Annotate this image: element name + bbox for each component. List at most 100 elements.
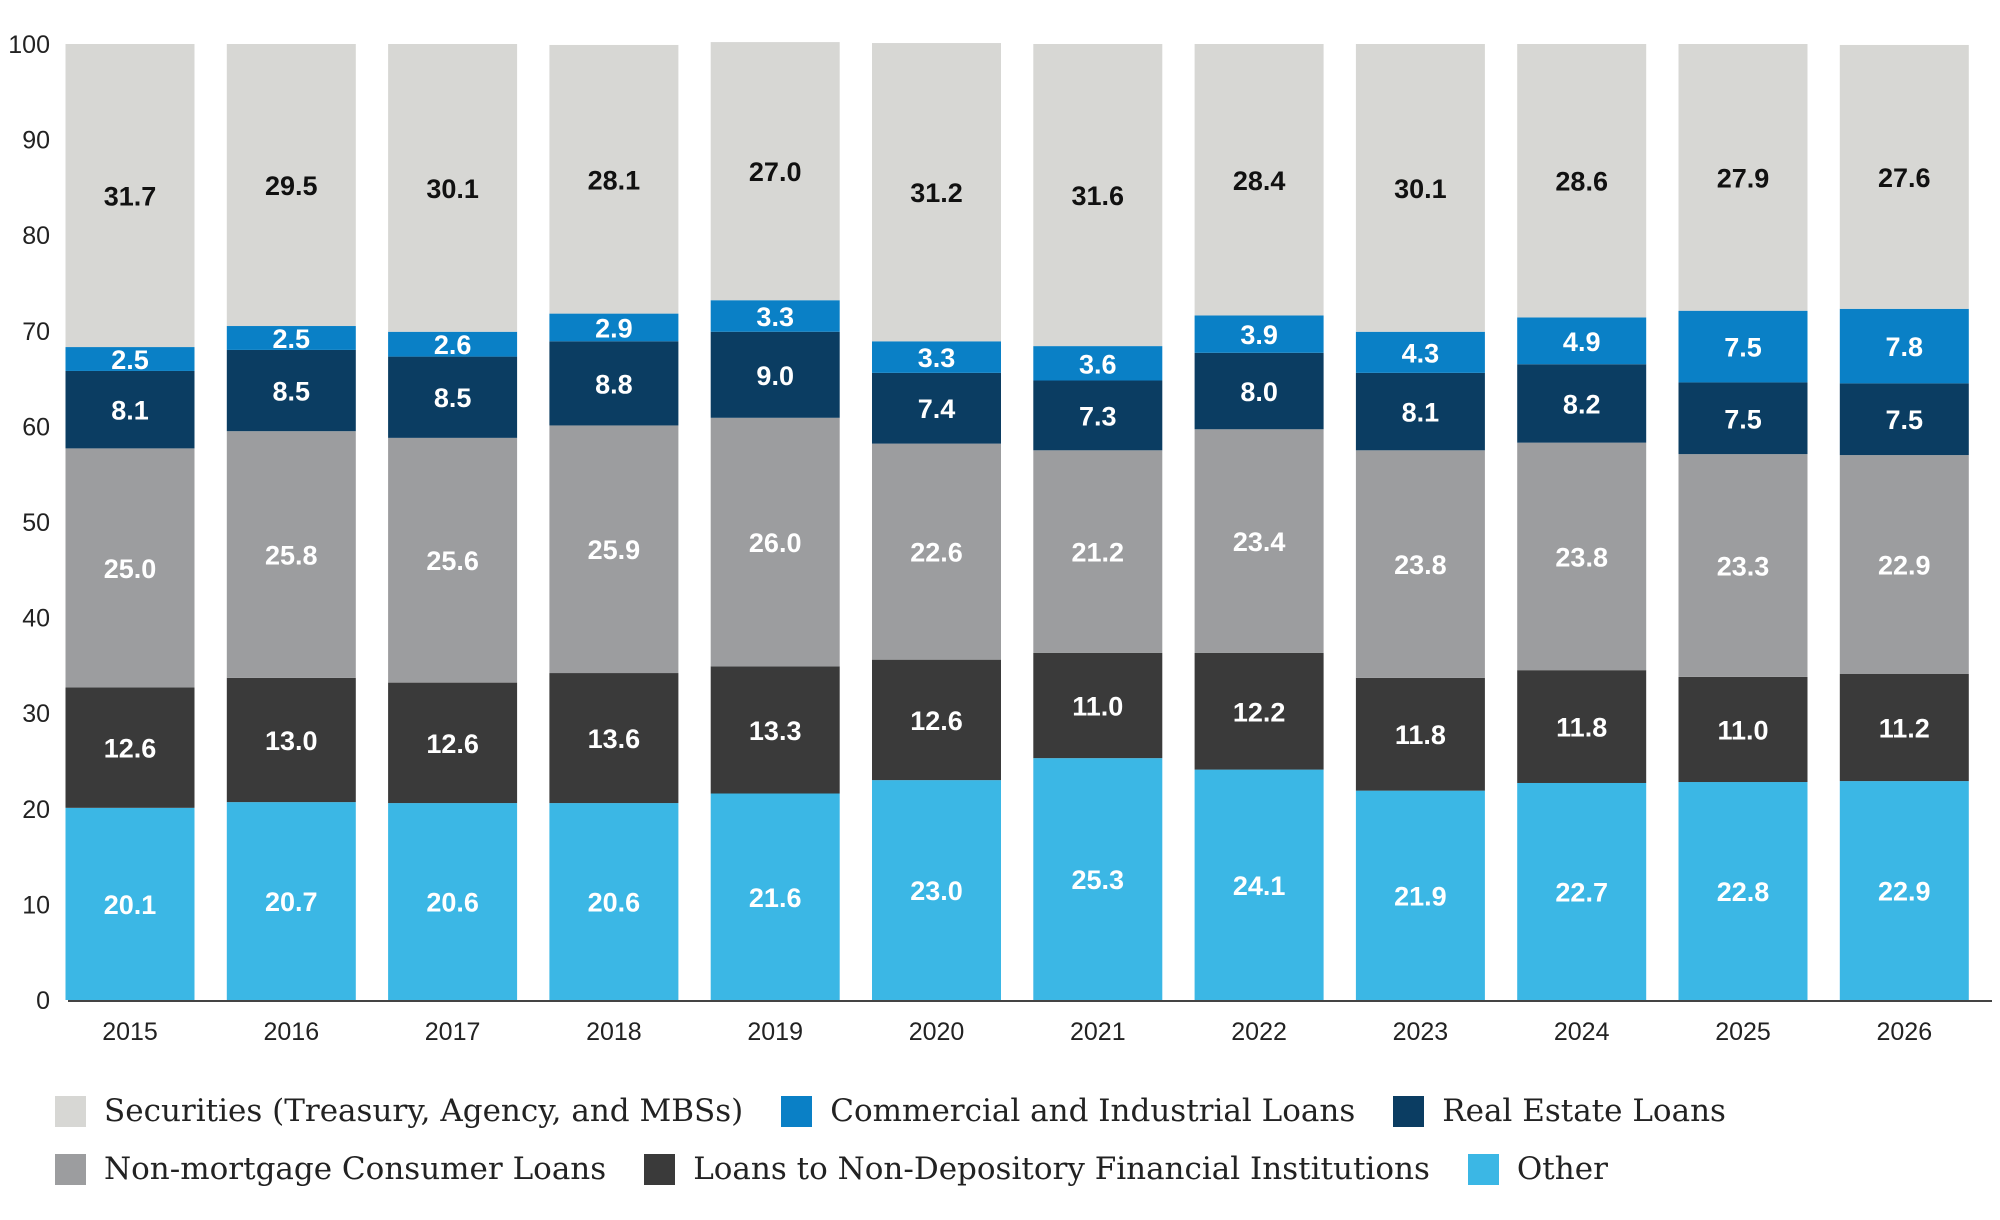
data-label-securities-treasury-agency-and-mbss-2021: 31.6 [1072, 181, 1125, 211]
bar-segment-securities-treasury-agency-and-mbss-2019 [710, 42, 840, 301]
data-label-other-2022: 24.1 [1233, 871, 1286, 901]
bar-segment-securities-treasury-agency-and-mbss-2024 [1517, 44, 1647, 318]
data-label-securities-treasury-agency-and-mbss-2020: 31.2 [910, 178, 963, 208]
legend-label-non-depository-loans: Loans to Non-Depository Financial Instit… [693, 1151, 1430, 1187]
bar-segment-commercial-and-industrial-loans-2017 [388, 331, 518, 357]
y-tick-label-70: 70 [22, 318, 50, 346]
data-label-other-2023: 21.9 [1394, 881, 1447, 911]
data-label-real-estate-loans-2018: 8.8 [595, 369, 633, 399]
x-tick-label-2024: 2024 [1554, 1018, 1610, 1046]
legend-swatch-non-depository-loans [644, 1153, 676, 1185]
bar-segment-commercial-and-industrial-loans-2021 [1033, 346, 1163, 381]
data-label-loans-to-non-depository-financial-institutions-2015: 12.6 [104, 734, 157, 764]
data-label-loans-to-non-depository-financial-institutions-2024: 11.8 [1556, 713, 1607, 743]
bar-segment-other-2019 [710, 793, 840, 1000]
data-label-real-estate-loans-2024: 8.2 [1563, 389, 1601, 419]
x-tick-label-2025: 2025 [1715, 1018, 1771, 1046]
legend-label-commercial-industrial-loans: Commercial and Industrial Loans [830, 1093, 1356, 1129]
legend-swatch-other [1467, 1153, 1499, 1185]
bar-segment-real-estate-loans-2025 [1678, 382, 1808, 455]
bar-segment-loans-to-non-depository-financial-institutions-2017 [388, 682, 518, 804]
bar-segment-commercial-and-industrial-loans-2018 [549, 313, 679, 342]
y-tick-label-90: 90 [22, 127, 50, 155]
legend-item-commercial-industrial-loans: Commercial and Industrial Loans [781, 1093, 1355, 1129]
data-label-commercial-and-industrial-loans-2019: 3.3 [756, 302, 794, 332]
data-label-other-2019: 21.6 [749, 883, 802, 913]
data-label-commercial-and-industrial-loans-2016: 2.5 [273, 324, 311, 354]
bar-segment-other-2026 [1839, 781, 1969, 1000]
data-label-non-mortgage-consumer-loans-2021: 21.2 [1072, 538, 1125, 568]
bar-segment-real-estate-loans-2021 [1033, 380, 1163, 451]
bar-segment-real-estate-loans-2022 [1194, 352, 1324, 430]
legend-swatch-commercial-industrial-loans [781, 1095, 813, 1127]
data-label-securities-treasury-agency-and-mbss-2025: 27.9 [1717, 163, 1770, 193]
data-label-loans-to-non-depository-financial-institutions-2020: 12.6 [910, 706, 963, 736]
data-label-securities-treasury-agency-and-mbss-2024: 28.6 [1555, 167, 1608, 197]
legend-item-real-estate-loans: Real Estate Loans [1393, 1093, 1726, 1129]
data-label-other-2018: 20.6 [588, 888, 641, 918]
data-label-loans-to-non-depository-financial-institutions-2021: 11.0 [1072, 692, 1123, 722]
data-label-other-2026: 22.9 [1878, 877, 1931, 907]
y-tick-label-10: 10 [22, 891, 50, 919]
x-tick-label-2016: 2016 [263, 1018, 319, 1046]
bar-segment-commercial-and-industrial-loans-2019 [710, 300, 840, 332]
data-label-real-estate-loans-2025: 7.5 [1724, 404, 1762, 434]
bar-segment-commercial-and-industrial-loans-2016 [226, 326, 356, 350]
bar-segment-other-2018 [549, 803, 679, 1000]
data-label-commercial-and-industrial-loans-2018: 2.9 [595, 313, 633, 343]
data-label-non-mortgage-consumer-loans-2015: 25.0 [104, 554, 157, 584]
data-label-other-2024: 22.7 [1555, 877, 1608, 907]
legend-label-securities: Securities (Treasury, Agency, and MBSs) [104, 1093, 744, 1129]
data-label-real-estate-loans-2026: 7.5 [1886, 405, 1924, 435]
data-label-non-mortgage-consumer-loans-2023: 23.8 [1394, 550, 1447, 580]
data-label-securities-treasury-agency-and-mbss-2023: 30.1 [1394, 174, 1447, 204]
data-label-other-2020: 23.0 [910, 876, 963, 906]
bar-segment-commercial-and-industrial-loans-2024 [1517, 317, 1647, 365]
x-tick-label-2021: 2021 [1070, 1018, 1126, 1046]
bar-segment-non-mortgage-consumer-loans-2026 [1839, 455, 1969, 675]
data-label-loans-to-non-depository-financial-institutions-2017: 12.6 [426, 729, 479, 759]
data-label-real-estate-loans-2016: 8.5 [273, 377, 311, 407]
data-label-non-mortgage-consumer-loans-2017: 25.6 [426, 546, 479, 576]
data-label-loans-to-non-depository-financial-institutions-2016: 13.0 [265, 726, 318, 756]
bar-segment-real-estate-loans-2024 [1517, 364, 1647, 443]
data-label-securities-treasury-agency-and-mbss-2019: 27.0 [749, 157, 802, 187]
legend-swatch-real-estate-loans [1393, 1095, 1425, 1127]
data-label-loans-to-non-depository-financial-institutions-2023: 11.8 [1395, 720, 1446, 750]
bar-segment-real-estate-loans-2017 [388, 356, 518, 438]
data-label-securities-treasury-agency-and-mbss-2017: 30.1 [426, 174, 479, 204]
data-label-other-2016: 20.7 [265, 887, 318, 917]
y-tick-label-100: 100 [8, 31, 50, 59]
y-tick-label-80: 80 [22, 222, 50, 250]
data-label-non-mortgage-consumer-loans-2025: 23.3 [1717, 551, 1770, 581]
x-tick-label-2026: 2026 [1876, 1018, 1932, 1046]
data-label-other-2015: 20.1 [104, 890, 157, 920]
y-tick-label-40: 40 [22, 605, 50, 633]
data-label-real-estate-loans-2020: 7.4 [918, 394, 956, 424]
data-label-commercial-and-industrial-loans-2026: 7.8 [1886, 332, 1924, 362]
legend-item-non-mortgage-consumer-loans: Non-mortgage Consumer Loans [55, 1151, 606, 1187]
bar-segment-non-mortgage-consumer-loans-2019 [710, 417, 840, 667]
data-label-commercial-and-industrial-loans-2023: 4.3 [1402, 338, 1440, 368]
data-label-commercial-and-industrial-loans-2020: 3.3 [918, 343, 956, 373]
data-label-commercial-and-industrial-loans-2025: 7.5 [1724, 333, 1762, 363]
data-label-securities-treasury-agency-and-mbss-2022: 28.4 [1233, 166, 1286, 196]
data-label-real-estate-loans-2019: 9.0 [756, 361, 794, 391]
bar-segment-other-2015 [65, 807, 195, 1000]
bar-segment-other-2025 [1678, 782, 1808, 1000]
bar-segment-loans-to-non-depository-financial-institutions-2015 [65, 687, 195, 808]
bar-segment-loans-to-non-depository-financial-institutions-2026 [1839, 674, 1969, 782]
bar-segment-non-mortgage-consumer-loans-2024 [1517, 442, 1647, 671]
legend-swatch-securities [55, 1095, 86, 1127]
data-label-non-mortgage-consumer-loans-2020: 22.6 [910, 538, 963, 568]
data-label-commercial-and-industrial-loans-2021: 3.6 [1079, 349, 1117, 379]
bar-segment-securities-treasury-agency-and-mbss-2021 [1033, 44, 1163, 347]
legend-label-real-estate-loans: Real Estate Loans [1442, 1093, 1726, 1129]
bar-segment-loans-to-non-depository-financial-institutions-2019 [710, 666, 840, 794]
bar-segment-real-estate-loans-2015 [65, 370, 195, 449]
bar-segment-non-mortgage-consumer-loans-2022 [1194, 429, 1324, 653]
data-label-other-2025: 22.8 [1717, 877, 1770, 907]
data-label-commercial-and-industrial-loans-2022: 3.9 [1240, 320, 1278, 350]
data-label-non-mortgage-consumer-loans-2018: 25.9 [588, 535, 641, 565]
data-label-loans-to-non-depository-financial-institutions-2022: 12.2 [1233, 697, 1286, 727]
